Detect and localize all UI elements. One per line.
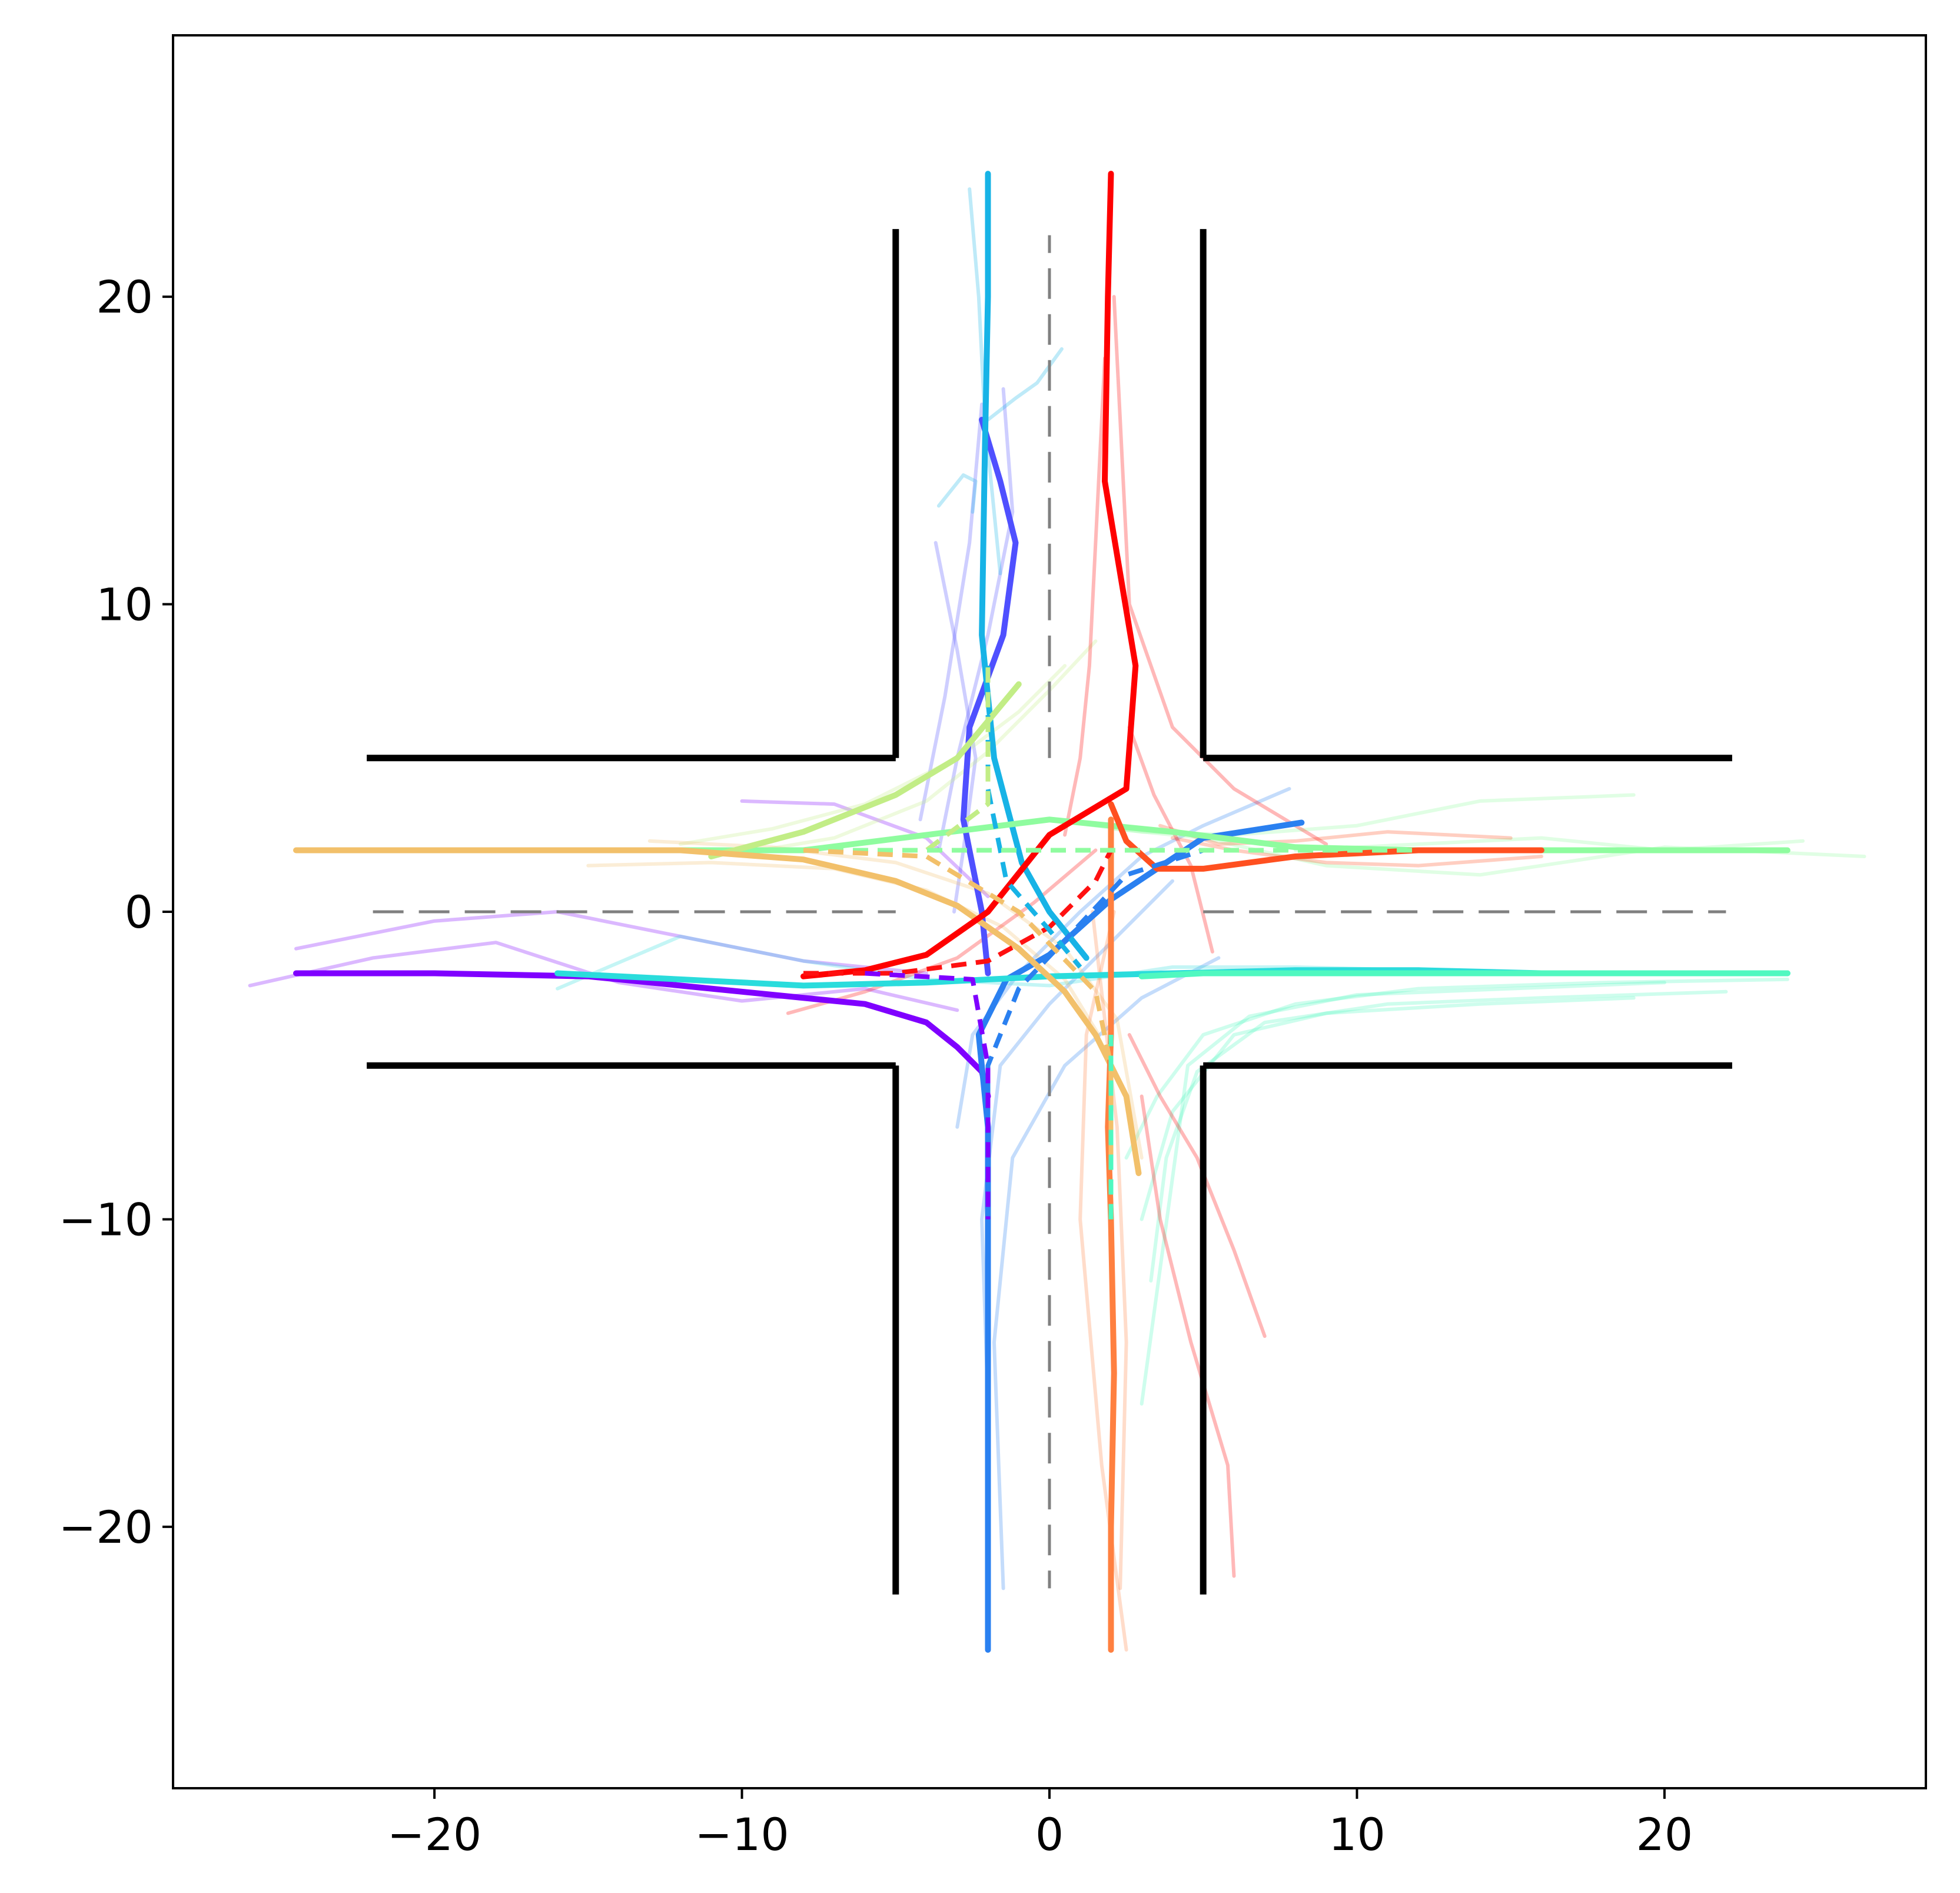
x-tick-label: 20 bbox=[1636, 1808, 1693, 1861]
sample-trajectory-17 bbox=[1140, 996, 1636, 1221]
sample-trajectory-5 bbox=[934, 541, 978, 914]
reference-path-3 bbox=[985, 848, 1204, 1220]
sample-trajectory-8 bbox=[980, 879, 1174, 1406]
sample-trajectory-16 bbox=[1140, 981, 1666, 1406]
lane-center-lines bbox=[373, 235, 1726, 1589]
sample-trajectories bbox=[248, 187, 1866, 1652]
x-tick-label: 0 bbox=[1035, 1808, 1064, 1861]
sample-trajectory-6 bbox=[918, 402, 984, 822]
sample-trajectory-9 bbox=[992, 956, 1221, 1590]
trajectory-series-12 bbox=[800, 171, 1139, 979]
sample-trajectory-12 bbox=[936, 473, 978, 514]
sample-trajectory-4 bbox=[936, 387, 1015, 852]
y-tick-label: 20 bbox=[96, 271, 153, 323]
x-tick-label: 10 bbox=[1328, 1808, 1386, 1861]
sample-trajectory-31 bbox=[1112, 295, 1328, 846]
sample-trajectory-13 bbox=[556, 934, 1420, 991]
sample-trajectory-29 bbox=[1063, 356, 1107, 837]
plot-area bbox=[248, 171, 1866, 1653]
sample-trajectory-3 bbox=[740, 799, 990, 898]
road-boundaries bbox=[367, 229, 1732, 1595]
sample-trajectory-1 bbox=[248, 941, 959, 1012]
y-tick-label: 10 bbox=[96, 579, 153, 631]
trajectory-series-8 bbox=[708, 681, 1022, 859]
trajectory-series-3 bbox=[975, 819, 1305, 1653]
reference-paths bbox=[803, 666, 1418, 1220]
sample-trajectory-22 bbox=[740, 639, 1098, 855]
trajectory-series-9 bbox=[293, 847, 1142, 1177]
sample-trajectory-15 bbox=[1149, 989, 1728, 1283]
trajectory-series-7 bbox=[677, 816, 1790, 853]
sample-trajectory-32 bbox=[1140, 1094, 1236, 1578]
reference-path-1 bbox=[803, 849, 1114, 976]
sample-trajectory-7 bbox=[955, 787, 1291, 1129]
x-tick-label: −10 bbox=[695, 1808, 789, 1861]
sample-trajectory-10 bbox=[968, 187, 1002, 576]
sample-trajectory-24 bbox=[647, 839, 1144, 1160]
sample-trajectory-14 bbox=[1124, 977, 1789, 1160]
sample-trajectory-21 bbox=[679, 664, 1067, 846]
trajectory-series-1 bbox=[293, 970, 991, 1100]
sample-trajectory-20 bbox=[1294, 836, 1805, 852]
reference-path-9 bbox=[865, 971, 991, 1220]
sample-trajectory-26 bbox=[1091, 910, 1128, 1590]
x-axis: −20 −10 0 10 20 bbox=[387, 1788, 1693, 1861]
sample-trajectory-33 bbox=[1127, 1033, 1267, 1338]
x-tick-label: −20 bbox=[387, 1808, 481, 1861]
sample-trajectory-28 bbox=[1171, 836, 1543, 868]
y-tick-label: 0 bbox=[125, 886, 153, 938]
trajectory-series-6 bbox=[1138, 970, 1790, 979]
sample-trajectory-2 bbox=[294, 910, 928, 975]
y-tick-label: −20 bbox=[59, 1501, 153, 1553]
y-axis: 20 10 0 −10 −20 bbox=[59, 271, 173, 1553]
trajectory-series-11 bbox=[1108, 801, 1544, 872]
y-tick-label: −10 bbox=[59, 1193, 153, 1246]
